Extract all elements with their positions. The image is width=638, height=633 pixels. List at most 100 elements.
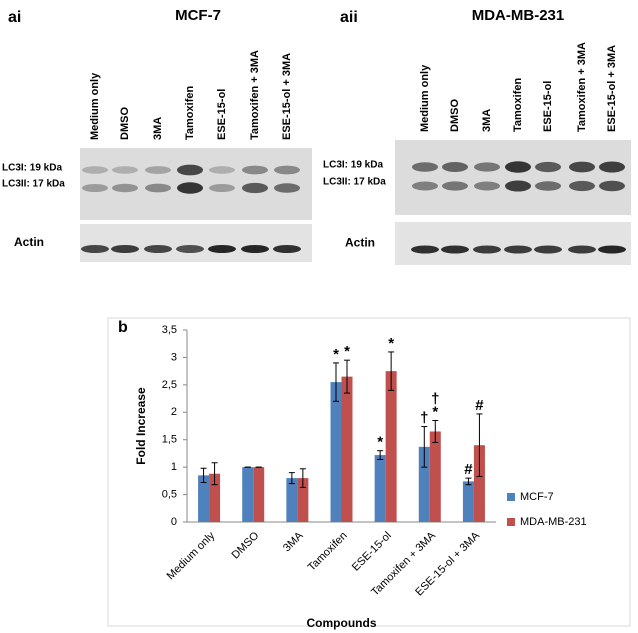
significance-marker: † [420,410,428,427]
band [599,161,625,173]
band [474,181,500,191]
panel-label: b [118,319,128,336]
band [535,161,561,173]
band [474,162,500,172]
band [568,245,596,254]
band [112,183,138,193]
bar [473,445,485,522]
significance-marker: * [388,335,394,352]
blot [80,224,312,262]
y-tick-label: 3 [171,351,177,363]
band [145,166,171,174]
band [505,180,531,192]
band [242,182,268,194]
loading-label: Actin [345,236,375,250]
bar [286,478,298,522]
band [145,183,171,193]
band [241,245,269,253]
lane-label: ESE-15-ol [542,81,554,132]
significance-marker: * [432,403,438,420]
significance-marker: # [475,397,484,414]
band [535,181,561,191]
lane-label: ESE-15-ol + 3MA [281,53,293,140]
band [177,164,203,176]
band [412,162,438,172]
lane-label: Tamoxifen + 3MA [249,50,261,140]
band [273,245,301,253]
y-tick-label: 0 [171,516,177,528]
band [176,245,204,253]
band [569,161,595,173]
band [569,180,595,192]
significance-marker: * [377,434,383,451]
band-label: LC3I: 19 kDa [2,163,62,174]
band [473,245,501,254]
x-tick-label: Medium only [165,529,218,582]
lane-label: Tamoxifen [512,78,524,132]
bar [418,446,430,522]
band [442,162,468,172]
lane-label: DMSO [449,99,461,132]
band [411,245,439,254]
bar [341,376,353,522]
lane-label: Tamoxifen [184,86,196,140]
bar [385,371,397,522]
y-tick-label: 1,5 [162,434,177,446]
bar [209,473,221,522]
x-tick-label: ESE-15-ol [350,530,394,574]
band [111,245,139,253]
chart-frame [107,317,631,627]
blot [395,222,631,265]
panel-label: ai [8,9,21,26]
band [242,165,268,175]
band [441,245,469,254]
band-label: LC3I: 19 kDa [323,160,383,171]
band [112,166,138,174]
bar [242,467,254,522]
lane-label: ESE-15-ol + 3MA [606,45,618,132]
band [82,166,108,174]
band [412,181,438,191]
blot [395,140,631,215]
band [274,165,300,175]
lane-label: DMSO [119,107,131,140]
legend-swatch [507,518,515,526]
band [208,245,236,253]
x-tick-label: DMSO [230,529,262,561]
bar [462,481,474,522]
y-tick-label: 2 [171,406,177,418]
lane-label: ESE-15-ol [216,89,228,140]
x-tick-label: Tamoxifen [306,530,350,574]
bar [297,478,309,522]
x-tick-label: 3MA [281,529,306,554]
band [442,181,468,191]
band [534,245,562,254]
blot-title: MCF-7 [175,7,221,24]
band [598,245,626,254]
x-axis-label: Compounds [307,616,377,630]
band [82,183,108,193]
bar [253,467,265,522]
y-tick-label: 3,5 [162,324,177,336]
band [505,161,531,173]
y-axis-label: Fold Increase [134,387,148,465]
band [177,182,203,194]
lane-label: Tamoxifen + 3MA [576,42,588,132]
y-tick-label: 2,5 [162,379,177,391]
significance-marker: † [431,390,439,407]
band [144,245,172,253]
lane-label: 3MA [152,117,164,140]
loading-label: Actin [14,235,44,249]
band [209,183,235,193]
legend-label: MCF-7 [520,491,554,503]
panel-label: aii [340,9,358,26]
bar [374,455,386,522]
lane-label: Medium only [89,72,101,140]
band-label: LC3II: 17 kDa [2,179,65,190]
bar [429,431,441,522]
lane-label: Medium only [419,64,431,132]
band [274,183,300,193]
y-tick-label: 1 [171,461,177,473]
significance-marker: * [333,346,339,363]
